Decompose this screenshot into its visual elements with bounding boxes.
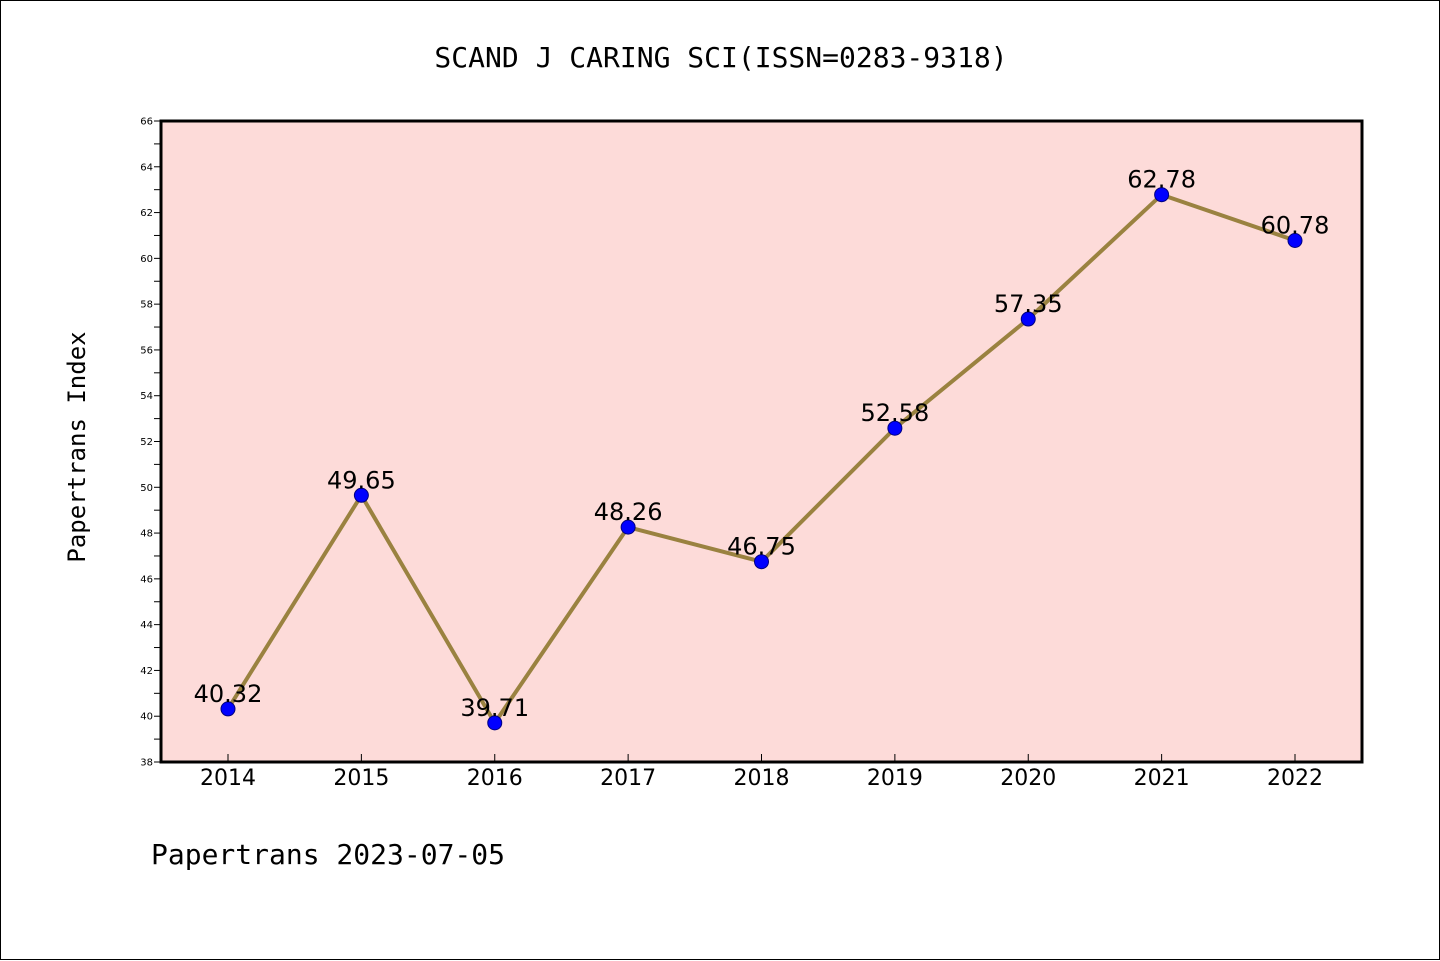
- y-tick-label: 38: [140, 758, 153, 769]
- y-tick-label: 42: [140, 666, 153, 677]
- y-tick-label: 44: [140, 620, 153, 631]
- data-point: [353, 487, 369, 503]
- data-point: [1154, 187, 1170, 203]
- data-point: [1287, 233, 1303, 249]
- y-axis-label: Papertrans Index: [63, 331, 91, 562]
- data-markers: [220, 187, 1303, 731]
- y-tick-label: 50: [140, 483, 153, 494]
- data-label: 52.58: [861, 399, 930, 427]
- data-labels: 40.32 49.65 39.71 48.26 46.75 52.58 57.35 62.78…: [194, 166, 1330, 722]
- plot-border: [159, 119, 1364, 764]
- y-tick-label: 40: [140, 712, 153, 723]
- data-point: [487, 715, 503, 731]
- x-axis: 2014 2015 2016 2017 2018 2019 2020 2021 2022: [200, 754, 1323, 791]
- x-tick-label: 2020: [1000, 766, 1056, 791]
- y-axis: 38 40 42 44 46 48 50 52 54 56 58 60 62 64 66: [140, 117, 161, 769]
- data-point: [620, 519, 636, 535]
- y-tick-label: 60: [140, 254, 153, 265]
- y-tick-label: 58: [140, 300, 153, 311]
- data-label: 60.78: [1261, 212, 1330, 240]
- x-tick-label: 2014: [200, 766, 256, 791]
- footer-text: Papertrans 2023-07-05: [151, 838, 505, 871]
- data-label: 57.35: [994, 290, 1063, 318]
- y-tick-label: 64: [140, 162, 153, 173]
- y-tick-label: 46: [140, 574, 153, 585]
- y-tick-label: 62: [140, 208, 153, 219]
- data-label: 62.78: [1127, 166, 1196, 194]
- y-tick-label: 52: [140, 437, 153, 448]
- chart-title: SCAND J CARING SCI(ISSN=0283-9318): [434, 41, 1007, 74]
- x-tick-label: 2016: [467, 766, 523, 791]
- x-tick-label: 2019: [867, 766, 923, 791]
- x-tick-label: 2017: [600, 766, 656, 791]
- y-tick-label: 66: [140, 117, 153, 128]
- data-point: [887, 420, 903, 436]
- x-tick-label: 2015: [333, 766, 389, 791]
- plot-area: [161, 121, 1362, 762]
- data-point: [220, 701, 236, 717]
- data-label: 40.32: [194, 680, 263, 708]
- y-tick-label: 48: [140, 529, 153, 540]
- x-tick-label: 2018: [734, 766, 790, 791]
- data-label: 48.26: [594, 498, 663, 526]
- data-point: [754, 554, 769, 570]
- x-tick-label: 2021: [1134, 766, 1190, 791]
- y-tick-label: 54: [140, 391, 153, 402]
- data-point: [1020, 311, 1036, 327]
- x-tick-label: 2022: [1267, 766, 1323, 791]
- data-label: 46.75: [727, 533, 796, 561]
- data-label: 49.65: [327, 466, 396, 494]
- y-tick-label: 56: [140, 345, 153, 356]
- data-label: 39.71: [460, 694, 529, 722]
